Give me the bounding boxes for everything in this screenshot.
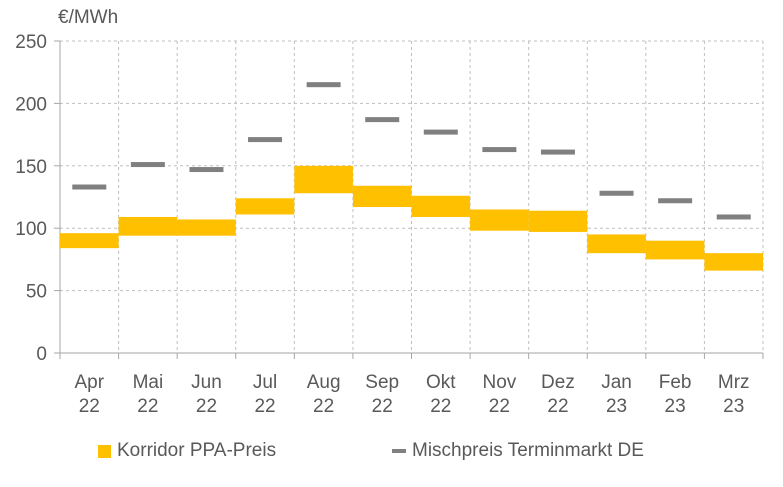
futures-price-marker [130, 162, 165, 168]
x-tick-label-year: 22 [313, 396, 334, 417]
ppa-range-bar [60, 233, 119, 249]
x-tick-label-year: 22 [254, 396, 275, 417]
x-tick-label-month: Jan [601, 372, 632, 393]
futures-price-marker [540, 149, 575, 155]
x-tick-label-month: Mai [133, 372, 164, 393]
x-tick-label-year: 22 [196, 396, 217, 417]
legend-label-futures-price: Mischpreis Terminmarkt DE [412, 440, 644, 461]
x-tick-label-year: 22 [547, 396, 568, 417]
y-axis-unit-label: €/MWh [58, 7, 119, 28]
futures-price-marker [423, 129, 458, 135]
x-tick-label-month: Okt [426, 372, 456, 393]
x-tick-label-year: 23 [606, 396, 627, 417]
ppa-range-bar [411, 195, 471, 217]
x-tick-label-year: 22 [430, 396, 451, 417]
futures-price-marker [599, 190, 634, 196]
x-tick-label-month: Aug [307, 372, 341, 393]
futures-price-marker [482, 147, 517, 153]
legend-item-ppa-corridor: Korridor PPA-Preis [98, 440, 276, 462]
y-tick-label: 0 [36, 344, 47, 365]
x-tick-label-year: 22 [489, 396, 510, 417]
x-tick-label-year: 23 [723, 396, 744, 417]
ppa-range-bar [470, 209, 529, 231]
x-tick-label-month: Jun [191, 372, 222, 393]
futures-price-marker [306, 82, 341, 88]
ppa-range-bar [352, 185, 412, 207]
futures-price-marker [248, 137, 283, 143]
ppa-range-bar [235, 198, 295, 215]
ppa-range-bar [528, 210, 588, 232]
x-tick-label-month: Nov [482, 372, 516, 393]
x-tick-label-month: Apr [75, 372, 105, 393]
legend-item-futures-price: Mischpreis Terminmarkt DE [392, 440, 644, 462]
futures-price-marker [658, 198, 693, 204]
ppa-range-bar [587, 234, 646, 254]
x-tick-label-month: Jul [253, 372, 277, 393]
y-tick-label: 250 [15, 32, 47, 53]
futures-price-marker [716, 214, 751, 220]
ppa-range-bar [704, 253, 763, 271]
y-tick-label: 100 [15, 219, 47, 240]
futures-price-marker [189, 167, 224, 173]
y-tick-label: 50 [26, 282, 47, 303]
x-tick-label-year: 22 [79, 396, 100, 417]
legend-swatch-futures-price [392, 449, 406, 453]
x-tick-label-month: Mrz [718, 372, 750, 393]
futures-price-marker [365, 117, 400, 123]
x-tick-label-month: Sep [365, 372, 399, 393]
legend-label-ppa-corridor: Korridor PPA-Preis [117, 440, 277, 461]
x-tick-label-month: Feb [659, 372, 692, 393]
ppa-range-bar [294, 165, 353, 194]
y-tick-label: 150 [15, 157, 47, 178]
legend: Korridor PPA-Preis Mischpreis Terminmark… [0, 440, 783, 466]
legend-swatch-ppa-corridor [98, 444, 111, 458]
futures-price-marker [72, 184, 107, 190]
ppa-range-bar [645, 240, 705, 260]
y-tick-label: 200 [15, 94, 47, 115]
x-tick-label-month: Dez [541, 372, 575, 393]
x-tick-label-year: 22 [137, 396, 158, 417]
ppa-range-bar [177, 219, 236, 236]
ppa-range-bar [118, 216, 178, 236]
x-tick-label-year: 23 [665, 396, 686, 417]
x-tick-label-year: 22 [372, 396, 393, 417]
